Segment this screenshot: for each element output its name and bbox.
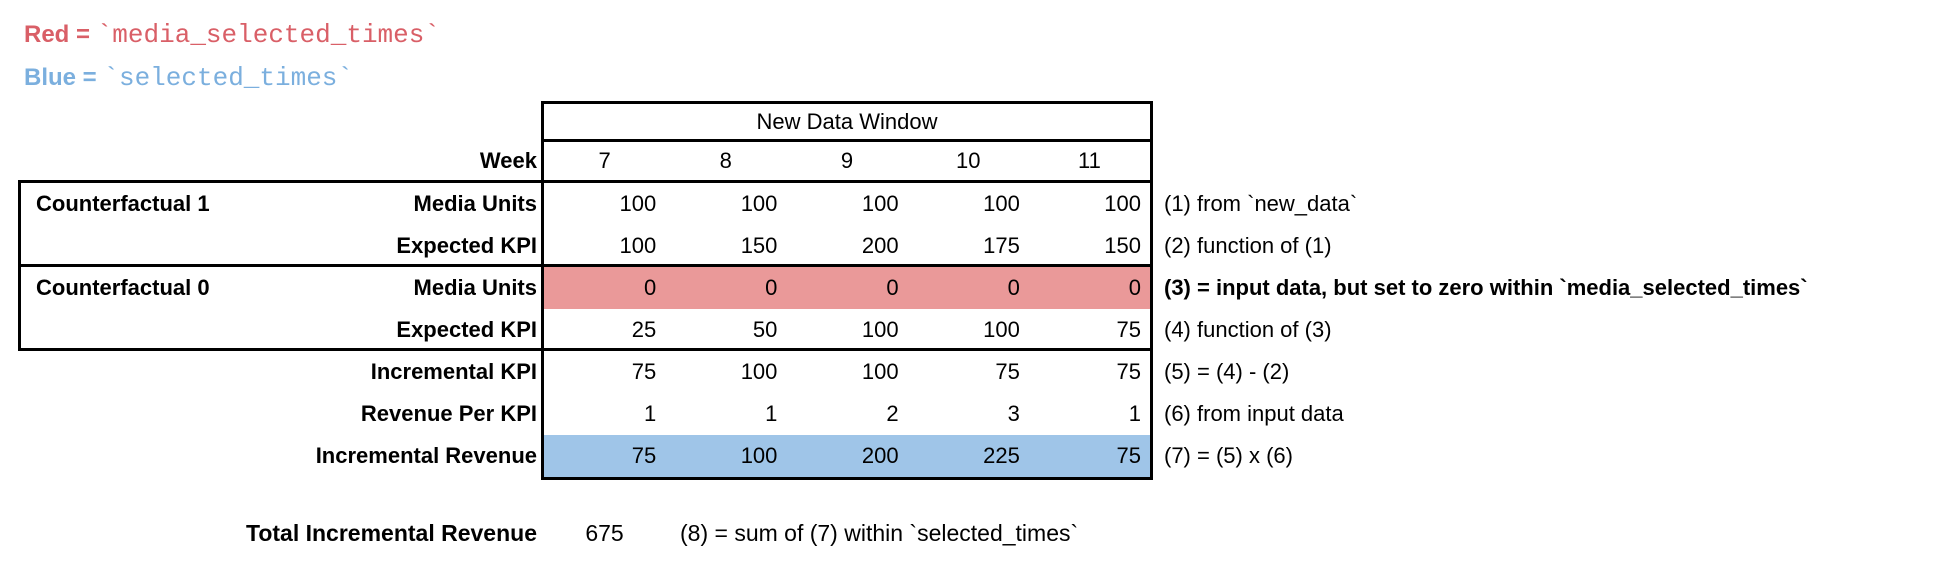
value-cell: 75 [1116,359,1142,384]
note-6: (6) from input data [1164,401,1344,426]
row-label-expected-kpi-cf0: Expected KPI [396,317,537,342]
week-divider-line [541,180,1153,183]
value-cell: 0 [1007,275,1020,300]
row-label-incremental-revenue: Incremental Revenue [315,443,537,468]
week-cell: 7 [598,148,611,173]
week-cell: 10 [955,148,981,173]
legend-blue-code: `selected_times` [103,63,354,93]
value-cell: 100 [861,317,899,342]
value-cell: 0 [643,275,657,300]
legend-blue: Blue = `selected_times` [24,63,353,93]
week-row: 7 8 9 10 11 [544,142,1150,180]
value-cell: 175 [983,233,1020,258]
value-cell: 0 [1128,275,1142,300]
note-4: (4) function of (3) [1164,317,1332,342]
row-label-expected-kpi-cf1: Expected KPI [396,233,537,258]
legend-red-code: `media_selected_times` [96,20,440,50]
note-2: (2) function of (1) [1164,233,1332,258]
note-5: (5) = (4) - (2) [1164,359,1290,384]
group-label-counterfactual-1: Counterfactual 1 [36,191,210,216]
value-cell: 0 [886,275,899,300]
value-cell: 200 [861,443,899,468]
value-cell: 200 [861,233,899,258]
value-cell: 75 [995,359,1020,384]
total-incremental-revenue-value: 675 [585,520,624,546]
value-cell: 100 [861,191,899,216]
value-cell: 75 [1116,443,1142,468]
header-divider-line [541,139,1153,142]
value-cell: 75 [631,443,657,468]
table-row-expected-kpi-cf0: 25 50 100 100 75 [544,309,1150,351]
value-cell: 100 [1104,191,1142,216]
table-row-incremental-revenue-highlight-blue: 75 100 200 225 75 [544,435,1150,477]
value-cell: 100 [619,191,657,216]
week-cell: 11 [1077,148,1101,173]
note-7: (7) = (5) x (6) [1164,443,1293,468]
group-label-counterfactual-0: Counterfactual 0 [36,275,210,300]
legend-blue-equals: = [76,64,104,91]
value-cell: 100 [983,317,1020,342]
note-8: (8) = sum of (7) within `selected_times` [680,520,1079,546]
value-cell: 100 [619,233,657,258]
total-incremental-revenue-label: Total Incremental Revenue [246,520,537,546]
value-cell: 75 [631,359,657,384]
value-cell: 100 [740,443,778,468]
value-cell: 100 [861,359,899,384]
table-row-media-units-cf0-highlight-red: 0 0 0 0 0 [544,267,1150,309]
value-cell: 100 [740,191,778,216]
counterfactual-divider-line [541,264,1153,267]
table-row-media-units-cf1: 100 100 100 100 100 [544,183,1150,225]
value-cell: 150 [740,233,778,258]
week-cell: 8 [719,148,732,173]
table-header: New Data Window [756,109,938,134]
value-cell: 225 [983,443,1020,468]
value-cell: 100 [740,359,778,384]
value-cell: 1 [765,401,778,426]
counterfactual0-bottom-line [541,348,1153,351]
value-cell: 150 [1104,233,1142,258]
value-cell: 0 [765,275,778,300]
value-cell: 1 [643,401,657,426]
note-3: (3) = input data, but set to zero within… [1164,275,1808,300]
value-cell: 25 [631,317,657,342]
value-cell: 100 [983,191,1020,216]
row-label-media-units-cf0: Media Units [413,275,537,300]
week-row-label: Week [479,148,537,173]
note-1: (1) from `new_data` [1164,191,1358,216]
value-cell: 50 [752,317,778,342]
legend-red-label: Red [24,21,70,48]
table-row-revenue-per-kpi: 1 1 2 3 1 [544,393,1150,435]
value-cell: 1 [1128,401,1142,426]
value-cell: 75 [1116,317,1142,342]
legend-red-equals: = [69,21,97,48]
value-cell: 3 [1007,401,1020,426]
row-label-media-units-cf1: Media Units [413,191,537,216]
legend-red: Red = `media_selected_times` [24,20,440,50]
counterfactual-0-box [18,264,544,351]
legend-blue-label: Blue [24,64,77,91]
week-cell: 9 [840,148,854,173]
table-row-incremental-kpi: 75 100 100 75 75 [544,351,1150,393]
table-row-expected-kpi-cf1: 100 150 200 175 150 [544,225,1150,267]
row-label-revenue-per-kpi: Revenue Per KPI [360,401,537,426]
row-label-incremental-kpi: Incremental KPI [370,359,537,384]
value-cell: 2 [886,401,899,426]
